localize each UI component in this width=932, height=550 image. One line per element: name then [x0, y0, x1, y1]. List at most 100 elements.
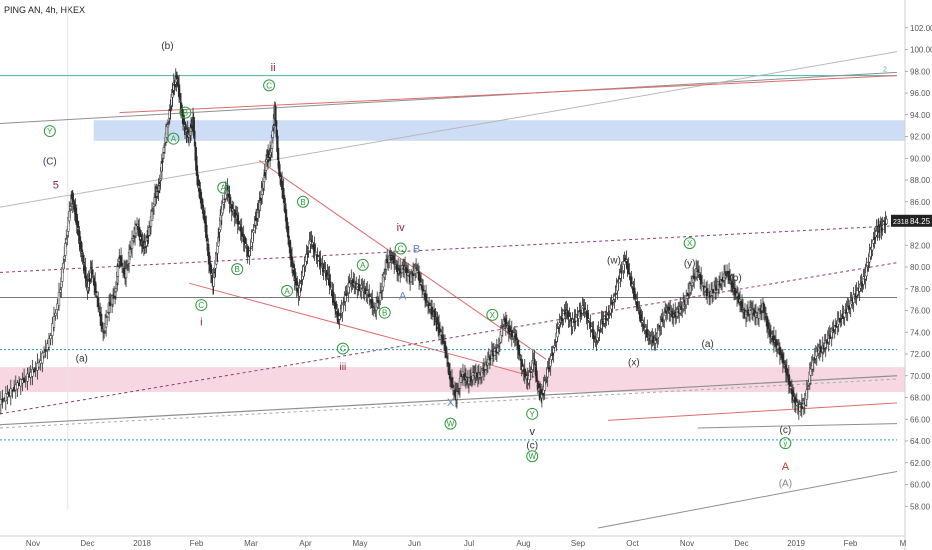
candle-body [44, 349, 47, 352]
candle-body [32, 369, 36, 373]
candle [806, 382, 809, 399]
candle [95, 283, 98, 298]
candle-body [592, 329, 595, 340]
candle-body [22, 377, 26, 383]
x-tick-label: Feb [844, 539, 858, 548]
wave-text: B [413, 244, 420, 256]
gray-short-line [697, 423, 898, 429]
y-tick-label: 78.00 [910, 285, 931, 294]
wave-label: i [200, 316, 202, 328]
candle-body [271, 130, 274, 138]
candle [22, 368, 26, 383]
axis-background [905, 0, 932, 550]
candle-body [41, 352, 44, 364]
candle-body [54, 312, 57, 316]
wave-circle [179, 106, 192, 119]
candle [274, 102, 277, 124]
red-lower-wedge [189, 282, 539, 379]
wave-text: (y) [684, 259, 696, 270]
wave-text: (w) [607, 255, 621, 266]
wave-circle [526, 407, 539, 420]
candle-body [262, 175, 266, 182]
y-tick-label: 72.00 [910, 350, 931, 359]
candle-body [249, 247, 252, 249]
wave-text: (b) [161, 41, 173, 52]
candle-body [47, 338, 51, 348]
candle-body [116, 266, 120, 277]
wave-label: C [336, 342, 349, 355]
candle [47, 332, 51, 352]
candle [56, 298, 59, 320]
x-tick-label: Aug [516, 539, 530, 548]
y-tick-label: 66.00 [910, 415, 931, 424]
last-price-value: 84.25 [910, 217, 931, 226]
red-upper-line [119, 75, 898, 114]
y-tick-label: 102.00 [910, 24, 932, 33]
candle [193, 121, 196, 146]
candle [84, 269, 88, 282]
y-tick-label: 92.00 [910, 133, 931, 142]
x-tick-label: Sep [571, 539, 586, 548]
wave-circle [263, 79, 276, 92]
candle [592, 321, 595, 349]
candle [262, 169, 266, 192]
candle-body [451, 384, 455, 388]
wave-label: 5 [53, 179, 59, 191]
candle-body [628, 272, 631, 274]
last-price-tag [891, 214, 932, 227]
candle-body [49, 335, 52, 339]
candle [271, 125, 274, 144]
candle [44, 339, 47, 358]
wave-label: X [683, 237, 696, 250]
wave-label: B [378, 306, 391, 319]
wave-text: A [399, 290, 407, 302]
candle-body [806, 388, 809, 390]
wave-circle [167, 132, 180, 145]
candle [41, 350, 44, 373]
wave-circle [526, 450, 539, 463]
candle [54, 309, 57, 321]
candle [4, 386, 7, 411]
wave-text: (x) [628, 358, 640, 369]
wave-label: W [526, 450, 539, 463]
red-wedge-diagonal [258, 160, 547, 360]
y-tick-label: 62.00 [910, 459, 931, 468]
candle-body [319, 258, 322, 267]
candle-body [57, 292, 61, 307]
wave-circle [336, 342, 349, 355]
candle-body [663, 311, 666, 321]
wave-label: A [399, 290, 407, 302]
wave-label: (c) [780, 425, 792, 436]
x-tick-label: Jun [408, 539, 421, 548]
y-tick-label: 70.00 [910, 372, 931, 381]
candle-body [314, 251, 317, 253]
wave-label: Y [43, 125, 56, 138]
wave-text: C [266, 81, 272, 90]
wave-text: Y [47, 127, 53, 136]
wave-text: (C) [43, 156, 57, 167]
candle-body [587, 318, 590, 321]
candle-body [252, 230, 255, 233]
wave-text: (b) [729, 273, 741, 284]
candle [451, 376, 455, 396]
candle-body [4, 393, 7, 402]
wave-text: 5 [53, 179, 59, 191]
candle [205, 227, 209, 251]
candle [536, 373, 539, 390]
candle-body [52, 316, 56, 328]
candle [657, 323, 660, 345]
wave-text: (a) [702, 339, 714, 350]
wave-circle [217, 181, 230, 194]
candle [314, 243, 317, 254]
candle-body [611, 301, 614, 306]
y-tick-label: 76.00 [910, 307, 931, 316]
candle [49, 332, 52, 346]
candle-body [701, 282, 704, 284]
candle [9, 379, 12, 406]
x-tick-label: Dec [734, 539, 748, 548]
wave-text: B [235, 265, 240, 274]
candle-body [42, 352, 46, 357]
candle [587, 309, 590, 324]
wave-text: C [340, 345, 346, 354]
